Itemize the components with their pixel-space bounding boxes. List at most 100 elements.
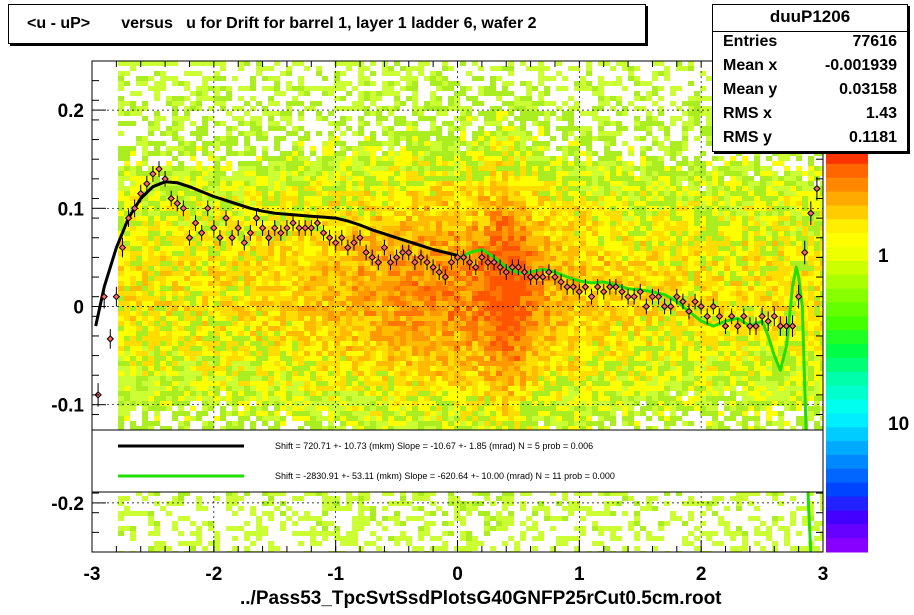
heatmap-cell — [232, 381, 238, 386]
heatmap-cell — [196, 211, 202, 216]
heatmap-cell — [268, 76, 274, 81]
heatmap-cell — [394, 536, 400, 541]
heatmap-cell — [388, 146, 394, 151]
heatmap-cell — [394, 321, 400, 326]
heatmap-cell — [178, 101, 184, 106]
heatmap-cell — [454, 146, 460, 151]
heatmap-cell — [460, 221, 466, 226]
heatmap-cell — [346, 281, 352, 286]
heatmap-cell — [148, 176, 154, 181]
heatmap-cell — [484, 416, 490, 421]
heatmap-cell — [364, 256, 370, 261]
heatmap-cell — [208, 281, 214, 286]
heatmap-cell — [460, 406, 466, 411]
heatmap-cell — [130, 376, 136, 381]
heatmap-cell — [136, 361, 142, 366]
heatmap-cell — [184, 396, 190, 401]
heatmap-cell — [388, 206, 394, 211]
heatmap-cell — [208, 181, 214, 186]
heatmap-cell — [490, 411, 496, 416]
heatmap-cell — [202, 411, 208, 416]
heatmap-cell — [292, 246, 298, 251]
heatmap-cell — [262, 326, 268, 331]
heatmap-cell — [430, 316, 436, 321]
heatmap-cell — [196, 341, 202, 346]
heatmap-cell — [340, 261, 346, 266]
heatmap-cell — [352, 196, 358, 201]
heatmap-cell — [490, 336, 496, 341]
heatmap-cell — [316, 86, 322, 91]
heatmap-cell — [298, 86, 304, 91]
heatmap-cell — [370, 531, 376, 536]
heatmap-cell — [160, 256, 166, 261]
heatmap-cell — [496, 316, 502, 321]
heatmap-cell — [334, 401, 340, 406]
heatmap-cell — [334, 281, 340, 286]
heatmap-cell — [436, 391, 442, 396]
heatmap-cell — [118, 216, 124, 221]
heatmap-cell — [406, 196, 412, 201]
heatmap-cell — [430, 361, 436, 366]
heatmap-cell — [292, 316, 298, 321]
heatmap-cell — [208, 251, 214, 256]
heatmap-cell — [490, 241, 496, 246]
heatmap-cell — [196, 176, 202, 181]
heatmap-cell — [280, 416, 286, 421]
heatmap-cell — [262, 386, 268, 391]
heatmap-cell — [184, 281, 190, 286]
heatmap-cell — [304, 256, 310, 261]
heatmap-cell — [322, 176, 328, 181]
heatmap-cell — [142, 266, 148, 271]
heatmap-cell — [178, 366, 184, 371]
heatmap-cell — [352, 396, 358, 401]
heatmap-cell — [160, 221, 166, 226]
heatmap-cell — [382, 61, 388, 66]
heatmap-cell — [160, 306, 166, 311]
heatmap-cell — [190, 306, 196, 311]
heatmap-cell — [130, 201, 136, 206]
heatmap-cell — [166, 346, 172, 351]
heatmap-cell — [448, 401, 454, 406]
heatmap-cell — [328, 261, 334, 266]
heatmap-cell — [292, 416, 298, 421]
heatmap-cell — [304, 356, 310, 361]
heatmap-cell — [118, 201, 124, 206]
heatmap-cell — [436, 546, 442, 551]
heatmap-cell — [346, 156, 352, 161]
heatmap-cell — [244, 246, 250, 251]
heatmap-cell — [502, 336, 508, 341]
heatmap-cell — [310, 321, 316, 326]
heatmap-cell — [358, 76, 364, 81]
heatmap-cell — [340, 161, 346, 166]
heatmap-cell — [232, 331, 238, 336]
heatmap-cell — [340, 166, 346, 171]
heatmap-cell — [118, 206, 124, 211]
heatmap-cell — [160, 266, 166, 271]
heatmap-cell — [448, 186, 454, 191]
heatmap-cell — [286, 406, 292, 411]
heatmap-cell — [412, 311, 418, 316]
heatmap-cell — [412, 231, 418, 236]
heatmap-cell — [370, 131, 376, 136]
heatmap-cell — [244, 536, 250, 541]
heatmap-cell — [334, 156, 340, 161]
heatmap-cell — [244, 286, 250, 291]
heatmap-cell — [226, 411, 232, 416]
heatmap-cell — [250, 506, 256, 511]
heatmap-cell — [388, 181, 394, 186]
heatmap-cell — [304, 306, 310, 311]
heatmap-cell — [256, 121, 262, 126]
heatmap-cell — [220, 76, 226, 81]
heatmap-cell — [220, 336, 226, 341]
heatmap-cell — [226, 181, 232, 186]
heatmap-cell — [478, 286, 484, 291]
heatmap-cell — [448, 66, 454, 71]
heatmap-cell — [448, 411, 454, 416]
heatmap-cell — [358, 321, 364, 326]
heatmap-cell — [436, 166, 442, 171]
heatmap-cell — [304, 351, 310, 356]
heatmap-cell — [226, 346, 232, 351]
heatmap-cell — [130, 111, 136, 116]
heatmap-cell — [388, 366, 394, 371]
heatmap-cell — [406, 396, 412, 401]
